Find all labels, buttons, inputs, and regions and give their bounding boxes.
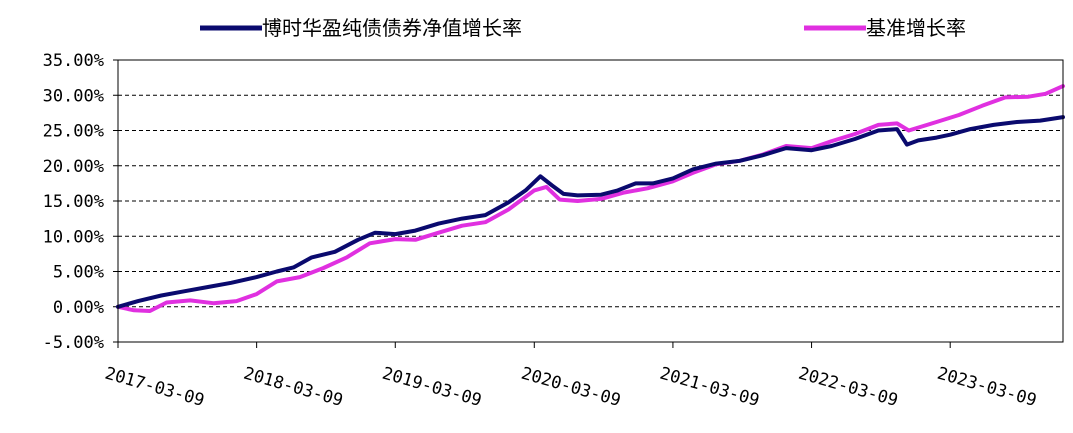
x-tick-label: 2017-03-09 [103,364,207,411]
y-tick-label: 25.00% [43,122,104,142]
legend-label-fund: 博时华盈纯债债券净值增长率 [262,16,522,40]
series-lines [116,84,1065,313]
x-tick-label: 2019-03-09 [380,364,484,411]
x-tick-label: 2020-03-09 [519,364,623,411]
x-axis: 2017-03-09 2018-03-09 2019-03-09 2020-03-09… [103,342,1039,411]
x-tick-label: 2022-03-09 [796,364,900,411]
y-tick-label: 35.00% [43,51,104,71]
y-tick-label: 15.00% [43,192,104,212]
legend: 博时华盈纯债债券净值增长率 基准增长率 [200,16,966,40]
y-tick-label: -5.00% [43,333,104,353]
y-tick-label: 20.00% [43,157,104,177]
y-tick-label: 5.00% [53,263,104,283]
x-tick-label: 2018-03-09 [241,364,345,411]
x-tick-label: 2023-03-09 [935,364,1039,411]
y-tick-label: 0.00% [53,298,104,318]
y-tick-label: 10.00% [43,227,104,247]
x-tick-label: 2021-03-09 [658,364,762,411]
plot-area-frame [117,59,1064,343]
legend-label-benchmark: 基准增长率 [866,16,966,40]
series-line-fund [116,115,1065,309]
series-line-benchmark [116,84,1065,313]
y-axis-tick-labels: -5.00% 0.00% 5.00% 10.00% 15.00% 20.00% 25.00%… [43,51,118,353]
y-tick-label: 30.00% [43,86,104,106]
